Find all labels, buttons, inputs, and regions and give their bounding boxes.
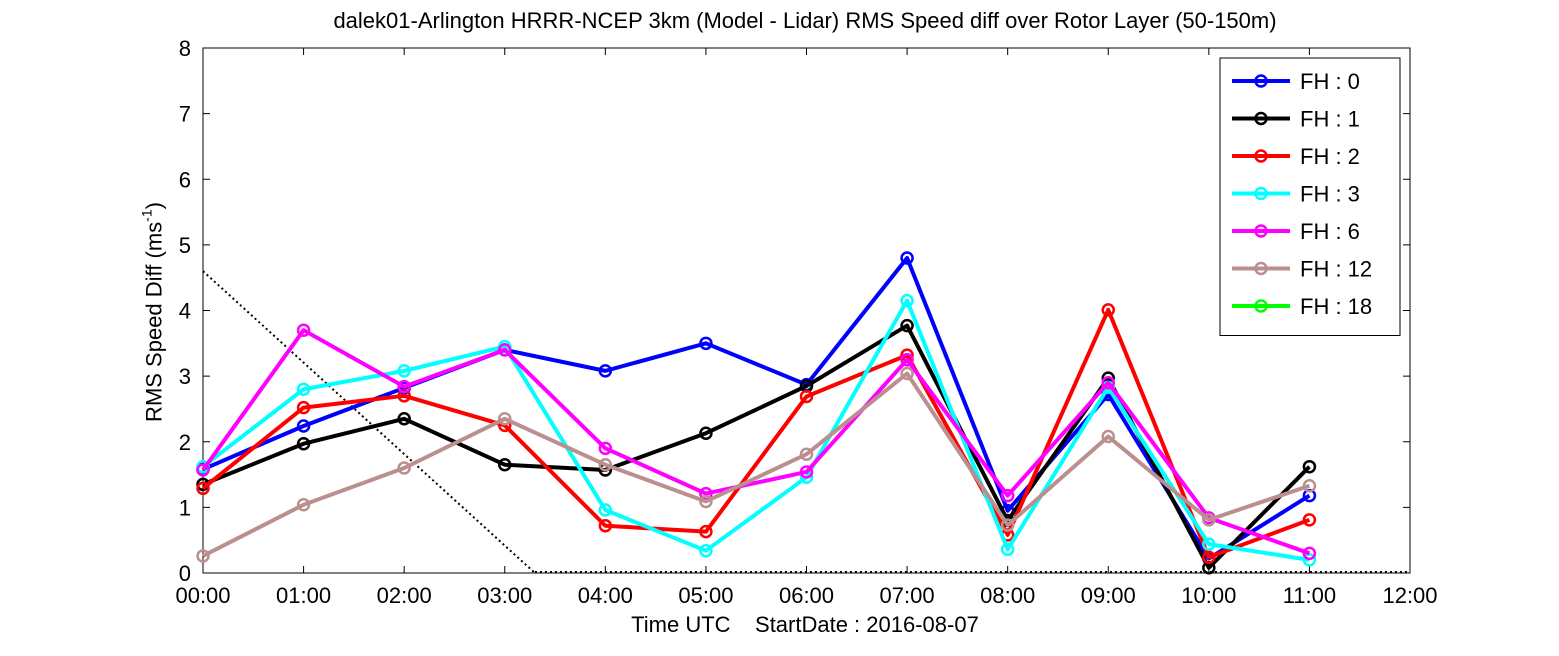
series-point: [296, 400, 311, 415]
series-point: [498, 412, 512, 426]
legend-entry-label: FH : 3: [1300, 182, 1360, 207]
legend-box: [1219, 57, 1401, 336]
series-line: [202, 323, 1311, 570]
series-point: [598, 364, 613, 378]
reference-line-dotted: [202, 270, 536, 574]
series-point: [296, 436, 311, 451]
y-tick-label: 8: [179, 36, 191, 61]
series-point: [900, 293, 914, 308]
legend-entry-label: FH : 0: [1300, 69, 1360, 94]
series-point: [1302, 459, 1317, 474]
series-point: [397, 412, 411, 426]
series-point: [498, 457, 512, 472]
series-point: [196, 549, 210, 563]
x-tick-label: 01:00: [276, 583, 331, 608]
x-tick-label: 12:00: [1382, 583, 1437, 608]
x-tick-label: 11:00: [1283, 583, 1336, 608]
series-point: [1302, 553, 1317, 567]
series-point: [397, 389, 411, 403]
series-point: [699, 426, 713, 440]
series-point: [799, 389, 814, 404]
legend-swatch-marker: [1254, 261, 1268, 276]
x-tick-label: 04:00: [578, 583, 633, 608]
series-line: [201, 328, 1311, 556]
legend-swatch-marker: [1254, 74, 1268, 88]
series-point: [1302, 513, 1317, 527]
series-point: [900, 318, 914, 333]
series-point: [598, 457, 613, 472]
series-point: [397, 461, 411, 475]
series-point: [900, 366, 914, 381]
y-tick-label: 7: [179, 102, 191, 127]
series-point: [699, 336, 713, 351]
series-line: [202, 256, 1311, 561]
series-point: [296, 323, 311, 337]
x-tick-label: 03:00: [477, 583, 532, 608]
series-point: [699, 524, 713, 539]
x-axis-label: Time UTC StartDate : 2016-08-07: [631, 612, 979, 637]
legend-swatch-marker: [1254, 186, 1268, 201]
x-tick-label: 07:00: [880, 583, 935, 608]
series-point: [900, 352, 914, 367]
y-tick-label: 0: [179, 561, 191, 586]
x-tick-label: 09:00: [1081, 583, 1136, 608]
series-point: [397, 364, 411, 378]
y-tick-label: 4: [179, 299, 191, 324]
legend-entry-label: FH : 12: [1300, 257, 1372, 282]
series-point: [1302, 478, 1317, 493]
y-tick-label: 1: [179, 495, 191, 520]
series-point: [1101, 429, 1115, 444]
series-point: [1000, 488, 1015, 503]
x-tick-label: 02:00: [377, 583, 432, 608]
series-point: [397, 379, 411, 394]
series-point: [296, 419, 311, 433]
series-point: [1302, 546, 1317, 561]
legend-swatch-marker: [1254, 111, 1268, 126]
legend-entry-label: FH : 18: [1300, 294, 1372, 319]
series-point: [799, 465, 814, 479]
series-point: [498, 343, 512, 357]
series-point: [1101, 375, 1115, 390]
y-tick-label: 5: [179, 233, 191, 258]
series-point: [699, 543, 713, 558]
series-point: [699, 494, 713, 509]
series-point: [196, 463, 210, 477]
series-point: [598, 503, 613, 517]
legend-entry-label: FH : 2: [1300, 144, 1360, 169]
series-point: [699, 486, 713, 501]
series-line: [201, 307, 1311, 560]
series-point: [1202, 537, 1216, 551]
legend-swatch-marker: [1254, 149, 1268, 163]
x-tick-label: 05:00: [678, 583, 733, 608]
x-tick-label: 08:00: [980, 583, 1035, 608]
x-tick-label: 10:00: [1181, 583, 1236, 608]
y-tick-label: 2: [179, 430, 191, 455]
y-tick-label: 6: [179, 167, 191, 192]
series-point: [196, 481, 210, 496]
series-line: [201, 298, 1310, 562]
legend-entry-label: FH : 6: [1300, 219, 1360, 244]
series-line: [202, 371, 1311, 558]
series-point: [1202, 550, 1216, 564]
series-point: [900, 251, 914, 265]
y-tick-label: 3: [179, 364, 191, 389]
series-point: [1202, 513, 1216, 527]
series-point: [799, 447, 814, 461]
series-point: [1101, 303, 1115, 317]
series-point: [296, 498, 311, 512]
legend-swatch-marker: [1254, 299, 1268, 313]
series-point: [1000, 518, 1015, 532]
series-point: [296, 382, 311, 396]
series-point: [598, 519, 613, 533]
x-tick-label: 00:00: [175, 583, 230, 608]
series-point: [598, 441, 613, 456]
legend-swatch-marker: [1254, 224, 1268, 238]
x-tick-label: 06:00: [779, 583, 834, 608]
legend-entry-label: FH : 1: [1300, 107, 1360, 132]
chart-title: dalek01-Arlington HRRR-NCEP 3km (Model -…: [333, 8, 1277, 33]
series-point: [1000, 542, 1015, 557]
